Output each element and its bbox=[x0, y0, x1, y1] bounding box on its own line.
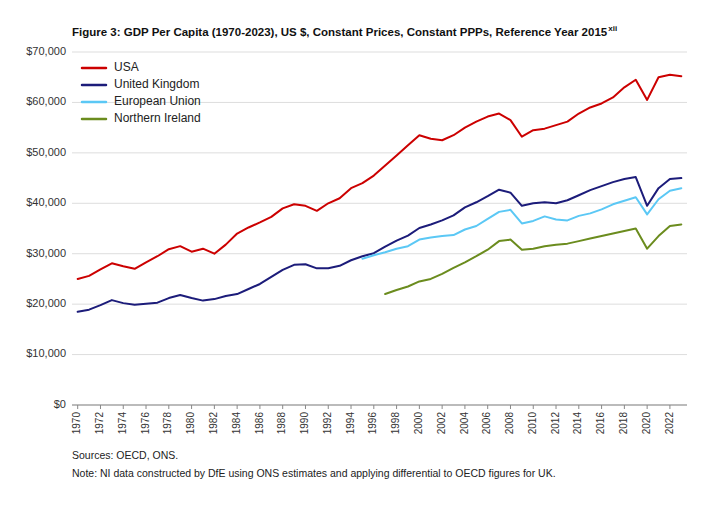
series-line bbox=[385, 224, 681, 294]
y-tick-label: $60,000 bbox=[26, 95, 66, 107]
x-tick bbox=[77, 405, 78, 409]
x-tick bbox=[556, 405, 557, 409]
title-superscript: xii bbox=[608, 24, 617, 33]
series-line bbox=[78, 75, 682, 279]
x-tick bbox=[259, 405, 260, 409]
legend-label: United Kingdom bbox=[114, 77, 199, 91]
x-tick bbox=[487, 405, 488, 409]
x-tick bbox=[146, 405, 147, 409]
x-tick-label: 1986 bbox=[254, 412, 265, 435]
x-tick bbox=[647, 405, 648, 409]
x-tick bbox=[214, 405, 215, 409]
series-line bbox=[78, 177, 682, 312]
x-tick-label: 2008 bbox=[504, 412, 515, 435]
series-line bbox=[362, 188, 681, 259]
legend-label: Northern Ireland bbox=[114, 111, 201, 125]
x-tick-label: 1970 bbox=[71, 412, 82, 435]
x-tick bbox=[464, 405, 465, 409]
x-tick-label: 1982 bbox=[208, 412, 219, 435]
x-tick-label: 2016 bbox=[595, 412, 606, 435]
x-tick bbox=[351, 405, 352, 409]
y-tick-label: $10,000 bbox=[26, 347, 66, 359]
x-tick bbox=[123, 405, 124, 409]
x-tick bbox=[305, 405, 306, 409]
legend-label: European Union bbox=[114, 94, 201, 108]
x-tick-label: 2010 bbox=[527, 412, 538, 435]
lines bbox=[78, 75, 682, 312]
grid bbox=[72, 52, 687, 405]
x-tick bbox=[578, 405, 579, 409]
x-tick-label: 1992 bbox=[322, 412, 333, 435]
x-tick bbox=[373, 405, 374, 409]
x-tick-label: 1974 bbox=[117, 412, 128, 435]
x-tick-label: 1994 bbox=[345, 412, 356, 435]
x-tick bbox=[669, 405, 670, 409]
x-tick-label: 1972 bbox=[94, 412, 105, 435]
grid-line bbox=[72, 203, 687, 204]
x-tick bbox=[510, 405, 511, 409]
x-tick-label: 2006 bbox=[481, 412, 492, 435]
legend-swatch bbox=[82, 84, 106, 87]
x-tick-label: 2022 bbox=[664, 412, 675, 435]
x-tick bbox=[533, 405, 534, 409]
x-tick bbox=[624, 405, 625, 409]
legend-swatch bbox=[82, 118, 106, 121]
grid-line bbox=[72, 354, 687, 355]
x-tick-label: 1978 bbox=[162, 412, 173, 435]
x-tick-label: 2004 bbox=[459, 412, 470, 435]
x-tick-label: 2002 bbox=[436, 412, 447, 435]
x-tick bbox=[328, 405, 329, 409]
x-tick-label: 2012 bbox=[550, 412, 561, 435]
x-tick-label: 2020 bbox=[641, 412, 652, 435]
x-tick-label: 1988 bbox=[276, 412, 287, 435]
legend-swatch bbox=[82, 101, 106, 104]
x-tick-label: 1980 bbox=[185, 412, 196, 435]
legend: USA United Kingdom European Union Northern … bbox=[82, 60, 201, 125]
x-tick bbox=[191, 405, 192, 409]
chart: $0 $10,000 $20,000 $30,000 $40,000 $50,000 $60… bbox=[0, 0, 709, 517]
y-tick-label: $40,000 bbox=[26, 196, 66, 208]
footnote: Note: NI data constructed by DfE using O… bbox=[72, 467, 556, 479]
y-tick-label: $30,000 bbox=[26, 247, 66, 259]
y-tick-label: $50,000 bbox=[26, 146, 66, 158]
x-tick-label: 1976 bbox=[140, 412, 151, 435]
x-tick-label: 1984 bbox=[231, 412, 242, 435]
x-tick bbox=[396, 405, 397, 409]
legend-swatch bbox=[82, 67, 106, 70]
x-tick-label: 2000 bbox=[413, 412, 424, 435]
x-tick bbox=[168, 405, 169, 409]
x-tick-label: 1996 bbox=[367, 412, 378, 435]
grid-line bbox=[72, 52, 687, 53]
grid-line bbox=[72, 405, 687, 406]
x-tick bbox=[442, 405, 443, 409]
x-tick-label: 2014 bbox=[572, 412, 583, 435]
grid-line bbox=[72, 304, 687, 305]
x-tick-label: 2018 bbox=[618, 412, 629, 435]
grid-line bbox=[72, 152, 687, 153]
footnote: Sources: OECD, ONS. bbox=[72, 449, 178, 461]
x-tick-label: 1998 bbox=[390, 412, 401, 435]
x-tick bbox=[601, 405, 602, 409]
y-tick-label: $0 bbox=[54, 398, 66, 410]
y-tick-label: $20,000 bbox=[26, 297, 66, 309]
x-tick bbox=[237, 405, 238, 409]
x-tick bbox=[419, 405, 420, 409]
title: Figure 3: GDP Per Capita (1970-2023), US… bbox=[72, 26, 608, 38]
x-tick bbox=[282, 405, 283, 409]
x-axis-line bbox=[72, 405, 687, 406]
y-tick-label: $70,000 bbox=[26, 45, 66, 57]
legend-label: USA bbox=[114, 60, 139, 74]
x-tick-label: 1990 bbox=[299, 412, 310, 435]
x-tick bbox=[100, 405, 101, 409]
